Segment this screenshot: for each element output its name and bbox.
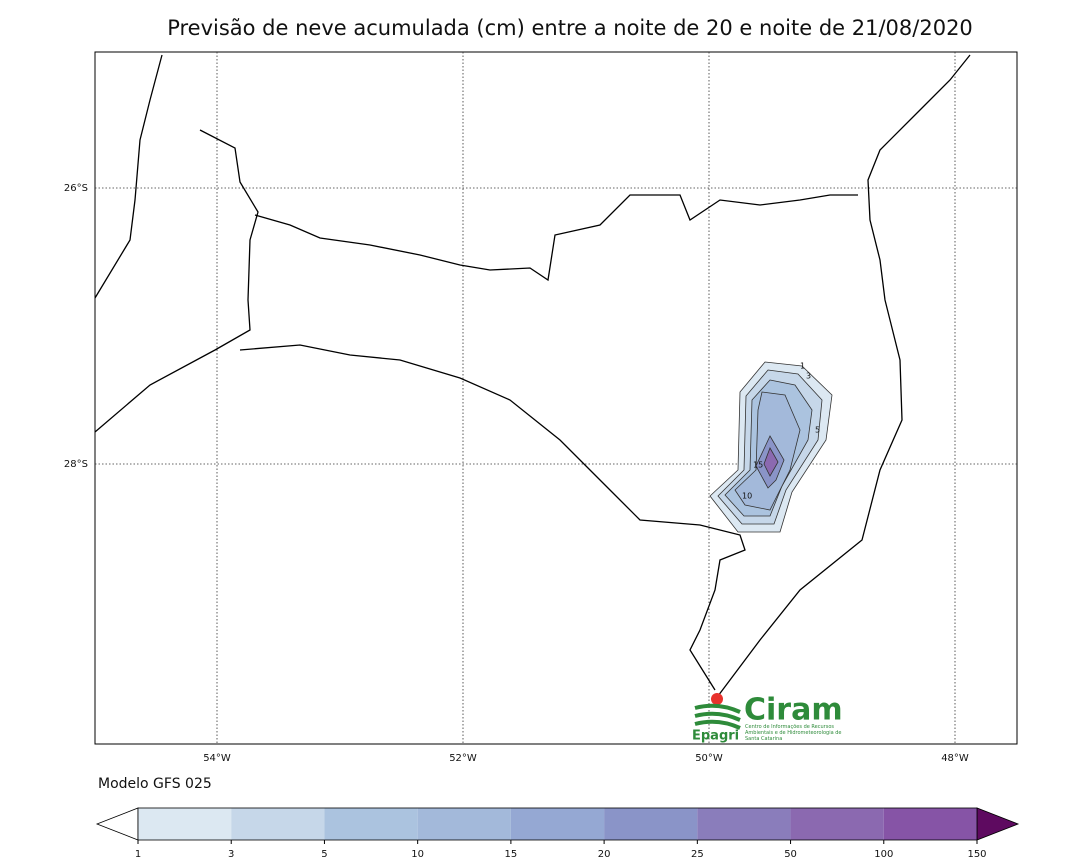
map: 15 1 3 5 10 Ciram Epagri Centro de Infor… bbox=[94, 51, 1018, 745]
model-label: Modelo GFS 025 bbox=[98, 776, 212, 792]
lon-label: 50°W bbox=[695, 753, 723, 764]
colorbar: 1 3 5 10 15 20 25 50 100 150 bbox=[95, 807, 1020, 860]
logo: Ciram Epagri Centro de Informações de Re… bbox=[692, 693, 843, 744]
colorbar-segment bbox=[883, 808, 977, 840]
state-border bbox=[239, 344, 746, 691]
colorbar-label: 100 bbox=[874, 849, 893, 860]
colorbar-segment bbox=[510, 808, 605, 840]
lon-label: 52°W bbox=[449, 753, 477, 764]
colorbar-label: 5 bbox=[321, 849, 327, 860]
lon-label: 48°W bbox=[941, 753, 969, 764]
colorbar-label: 10 bbox=[411, 849, 424, 860]
logo-org: Epagri bbox=[692, 729, 739, 744]
lon-label: 54°W bbox=[203, 753, 231, 764]
contour-label: 15 bbox=[753, 461, 763, 470]
logo-caption: Centro de Informações de Recursos Ambien… bbox=[745, 724, 842, 742]
logo-stripes bbox=[694, 703, 741, 730]
snow-contours bbox=[709, 361, 833, 533]
contour-label: 1 bbox=[800, 362, 805, 371]
lat-label: 28°S bbox=[64, 459, 88, 470]
contour-label: 5 bbox=[815, 426, 820, 435]
colorbar-segment bbox=[697, 808, 791, 840]
logo-dot bbox=[711, 693, 723, 705]
coastline bbox=[714, 54, 971, 701]
colorbar-frame bbox=[137, 807, 978, 841]
state-border bbox=[254, 194, 858, 282]
colorbar-segment bbox=[138, 808, 232, 840]
title: Previsão de neve acumulada (cm) entre a … bbox=[167, 16, 973, 40]
colorbar-label: 50 bbox=[784, 849, 797, 860]
colorbar-label: 150 bbox=[967, 849, 986, 860]
colorbar-label: 20 bbox=[598, 849, 611, 860]
map-frame bbox=[94, 51, 1018, 745]
colorbar-under bbox=[95, 807, 139, 841]
logo-name: Ciram bbox=[744, 693, 843, 728]
lat-label: 26°S bbox=[64, 183, 88, 194]
colorbar-segment bbox=[417, 808, 511, 840]
colorbar-label: 25 bbox=[691, 849, 704, 860]
colorbar-label: 1 bbox=[135, 849, 141, 860]
country-border bbox=[94, 54, 163, 299]
contour-label: 3 bbox=[806, 372, 811, 381]
colorbar-segment bbox=[604, 808, 698, 840]
colorbar-segment bbox=[324, 808, 418, 840]
contour bbox=[763, 447, 779, 477]
colorbar-label: 3 bbox=[228, 849, 234, 860]
colorbar-label: 15 bbox=[505, 849, 518, 860]
borders bbox=[94, 54, 971, 701]
country-border bbox=[94, 129, 259, 433]
contour-label: 10 bbox=[742, 492, 752, 501]
logo-caption-box: Centro de Informações de Recursos Ambien… bbox=[745, 724, 842, 742]
colorbar-over bbox=[976, 807, 1020, 841]
colorbar-segment bbox=[790, 808, 884, 840]
colorbar-segment bbox=[231, 808, 325, 840]
